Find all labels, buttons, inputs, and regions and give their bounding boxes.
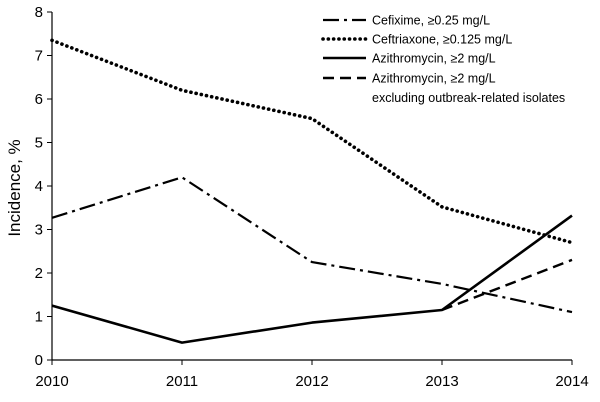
y-tick-label: 5	[35, 135, 43, 152]
legend-label: Azithromycin, ≥2 mg/L	[372, 52, 496, 66]
y-tick-label: 6	[35, 91, 43, 108]
y-tick-label: 7	[35, 48, 43, 65]
series-line-solid	[51, 214, 573, 344]
legend-label: Ceftriaxone, ≥0.125 mg/L	[372, 33, 512, 47]
y-tick-label: 4	[35, 178, 43, 195]
x-tick-label: 2014	[555, 373, 588, 390]
x-axis-ticks: 2010 2011 2012 2013 2014	[35, 360, 589, 390]
y-axis-ticks: 0 1 2 3 4 5 6 7 8	[35, 4, 52, 369]
legend: Cefixime, ≥0.25 mg/L Ceftriaxone, ≥0.125 …	[321, 14, 565, 105]
y-tick-label: 8	[35, 4, 43, 21]
x-tick-label: 2010	[35, 373, 68, 390]
series-line-dash-dot	[51, 176, 573, 314]
y-tick-label: 0	[35, 352, 43, 369]
legend-label-line2: excluding outbreak-related isolates	[372, 91, 565, 105]
x-tick-label: 2012	[295, 373, 328, 390]
legend-label: Azithromycin, ≥2 mg/L	[372, 72, 496, 86]
x-tick-label: 2011	[166, 373, 198, 390]
series-lines	[50, 38, 574, 344]
legend-label: Cefixime, ≥0.25 mg/L	[372, 14, 490, 28]
y-axis-label: Incidence, %	[5, 139, 24, 236]
series-line-dashed	[441, 258, 573, 312]
y-tick-label: 3	[35, 222, 43, 239]
x-tick-label: 2013	[425, 373, 458, 390]
y-tick-label: 2	[35, 265, 43, 282]
y-tick-label: 1	[35, 309, 43, 326]
